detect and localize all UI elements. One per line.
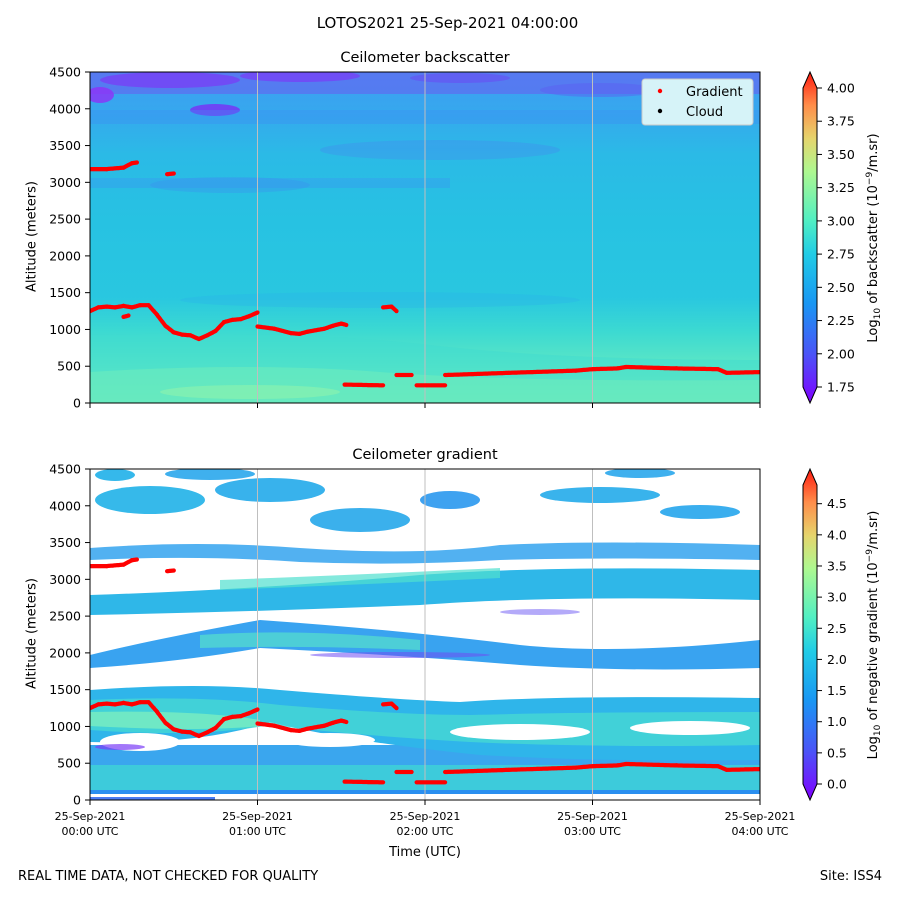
colorbar-tick-label: 2.50 xyxy=(827,280,855,295)
gradient-point xyxy=(394,309,399,314)
gradient-gradient-series xyxy=(90,557,760,785)
y-tick-label: 3000 xyxy=(49,175,81,190)
y-tick-label: 1500 xyxy=(49,285,81,300)
gradient-point xyxy=(443,780,448,785)
legend-cloud-marker xyxy=(657,108,663,114)
gradient-point xyxy=(255,707,260,712)
x-tick-time-label: 03:00 UTC xyxy=(564,825,621,838)
y-tick-label: 0 xyxy=(73,793,81,808)
grid-lines xyxy=(257,72,593,800)
y-tick-label: 4000 xyxy=(49,101,81,116)
colorbar-tick-label: 2.25 xyxy=(827,313,855,328)
colorbar-tick-label: 4.5 xyxy=(827,496,847,511)
gradient-colorbar: 0.0 0.5 1.0 1.5 2.0 2.5 3.0 3.5 4.0 4.5 xyxy=(802,467,847,802)
y-tick-label: 2500 xyxy=(49,609,81,624)
legend: Gradient Cloud xyxy=(641,78,754,126)
backscatter-colorbar: 1.75 2.00 2.25 2.50 2.75 3.00 3.25 3.50 3.75 4.00 xyxy=(802,70,855,405)
gradient-point xyxy=(409,372,414,378)
colorbar-tick-label: 2.0 xyxy=(827,652,847,667)
y-tick-label: 3500 xyxy=(49,535,81,550)
colorbar-tick-label: 1.5 xyxy=(827,683,847,698)
gradient-point xyxy=(757,767,760,772)
gradient-point xyxy=(409,769,414,775)
colorbar-tick-label: 3.50 xyxy=(827,147,855,162)
gradient-panel-title: Ceilometer gradient xyxy=(352,447,498,463)
gradient-point xyxy=(344,719,349,725)
y-tick-label: 0 xyxy=(73,396,81,411)
gradient-point xyxy=(126,313,131,318)
gradient-point xyxy=(255,310,260,315)
x-tick-date-label: 25-Sep-2021 xyxy=(390,810,461,823)
y-tick-label: 500 xyxy=(57,756,81,771)
x-tick-time-label: 02:00 UTC xyxy=(396,825,453,838)
gradient-point xyxy=(381,780,386,785)
y-tick-label: 4500 xyxy=(49,462,81,477)
colorbar-tick-label: 3.25 xyxy=(827,180,855,195)
gradient-point xyxy=(344,322,349,328)
backscatter-colorbar-label: Log10 of backscatter (10−9/m.sr) xyxy=(865,133,883,342)
gradient-colorbar-label: Log10 of negative gradient (10−9/m.sr) xyxy=(865,511,883,760)
y-tick-label: 1500 xyxy=(49,682,81,697)
colorbar-tick-label: 3.0 xyxy=(827,590,847,605)
gradient-point xyxy=(381,383,386,388)
x-tick-time-label: 01:00 UTC xyxy=(229,825,286,838)
gradient-axes: 0 500 1000 1500 2000 2500 3000 3500 4000 4500 25-S… xyxy=(49,462,795,839)
backscatter-axes: 0 500 1000 1500 2000 2500 3000 3500 4000 4500 xyxy=(49,65,761,411)
quality-disclaimer: REAL TIME DATA, NOT CHECKED FOR QUALITY xyxy=(18,869,319,884)
x-tick-time-label: 00:00 UTC xyxy=(61,825,118,838)
colorbar-tick-label: 2.00 xyxy=(827,346,855,361)
y-tick-label: 1000 xyxy=(49,719,81,734)
legend-gradient-label: Gradient xyxy=(686,85,743,100)
colorbar-tick-label: 2.5 xyxy=(827,621,847,636)
colorbar-tick-label: 0.5 xyxy=(827,745,847,760)
backscatter-colorbar-bar xyxy=(802,70,818,405)
x-tick-date-label: 25-Sep-2021 xyxy=(55,810,126,823)
gradient-point xyxy=(171,568,176,573)
y-tick-label: 4000 xyxy=(49,498,81,513)
y-tick-label: 3000 xyxy=(49,572,81,587)
x-tick-date-label: 25-Sep-2021 xyxy=(557,810,628,823)
backscatter-panel-title: Ceilometer backscatter xyxy=(340,50,510,66)
y-tick-label: 4500 xyxy=(49,65,81,80)
y-tick-label: 500 xyxy=(57,359,81,374)
x-tick-date-label: 25-Sep-2021 xyxy=(725,810,796,823)
colorbar-tick-label: 1.75 xyxy=(827,380,855,395)
x-axis-label: Time (UTC) xyxy=(388,845,461,860)
colorbar-tick-label: 3.5 xyxy=(827,558,847,573)
gradient-colorbar-bar xyxy=(802,467,818,802)
colorbar-tick-label: 0.0 xyxy=(827,777,847,792)
site-label: Site: ISS4 xyxy=(819,869,882,884)
y-tick-label: 2500 xyxy=(49,212,81,227)
y-tick-label: 2000 xyxy=(49,248,81,263)
x-tick-date-label: 25-Sep-2021 xyxy=(222,810,293,823)
colorbar-tick-label: 1.0 xyxy=(827,714,847,729)
colorbar-tick-label: 4.0 xyxy=(827,527,847,542)
gradient-point xyxy=(394,706,399,711)
x-tick-time-label: 04:00 UTC xyxy=(731,825,788,838)
gradient-point xyxy=(134,160,139,165)
figure-title: LOTOS2021 25-Sep-2021 04:00:00 xyxy=(316,14,579,32)
colorbar-tick-label: 4.00 xyxy=(827,81,855,96)
y-tick-label: 3500 xyxy=(49,138,81,153)
gradient-point xyxy=(757,370,760,375)
legend-box xyxy=(641,78,754,126)
colorbar-tick-label: 2.75 xyxy=(827,247,855,262)
legend-gradient-marker xyxy=(657,88,663,94)
legend-cloud-label: Cloud xyxy=(686,105,723,120)
gradient-point xyxy=(171,171,176,176)
backscatter-gradient-series xyxy=(90,160,760,388)
colorbar-tick-label: 3.75 xyxy=(827,114,855,129)
gradient-point xyxy=(443,383,448,388)
y-tick-label: 2000 xyxy=(49,645,81,660)
y-tick-label: 1000 xyxy=(49,322,81,337)
gradient-point xyxy=(134,557,139,562)
colorbar-tick-label: 3.00 xyxy=(827,213,855,228)
